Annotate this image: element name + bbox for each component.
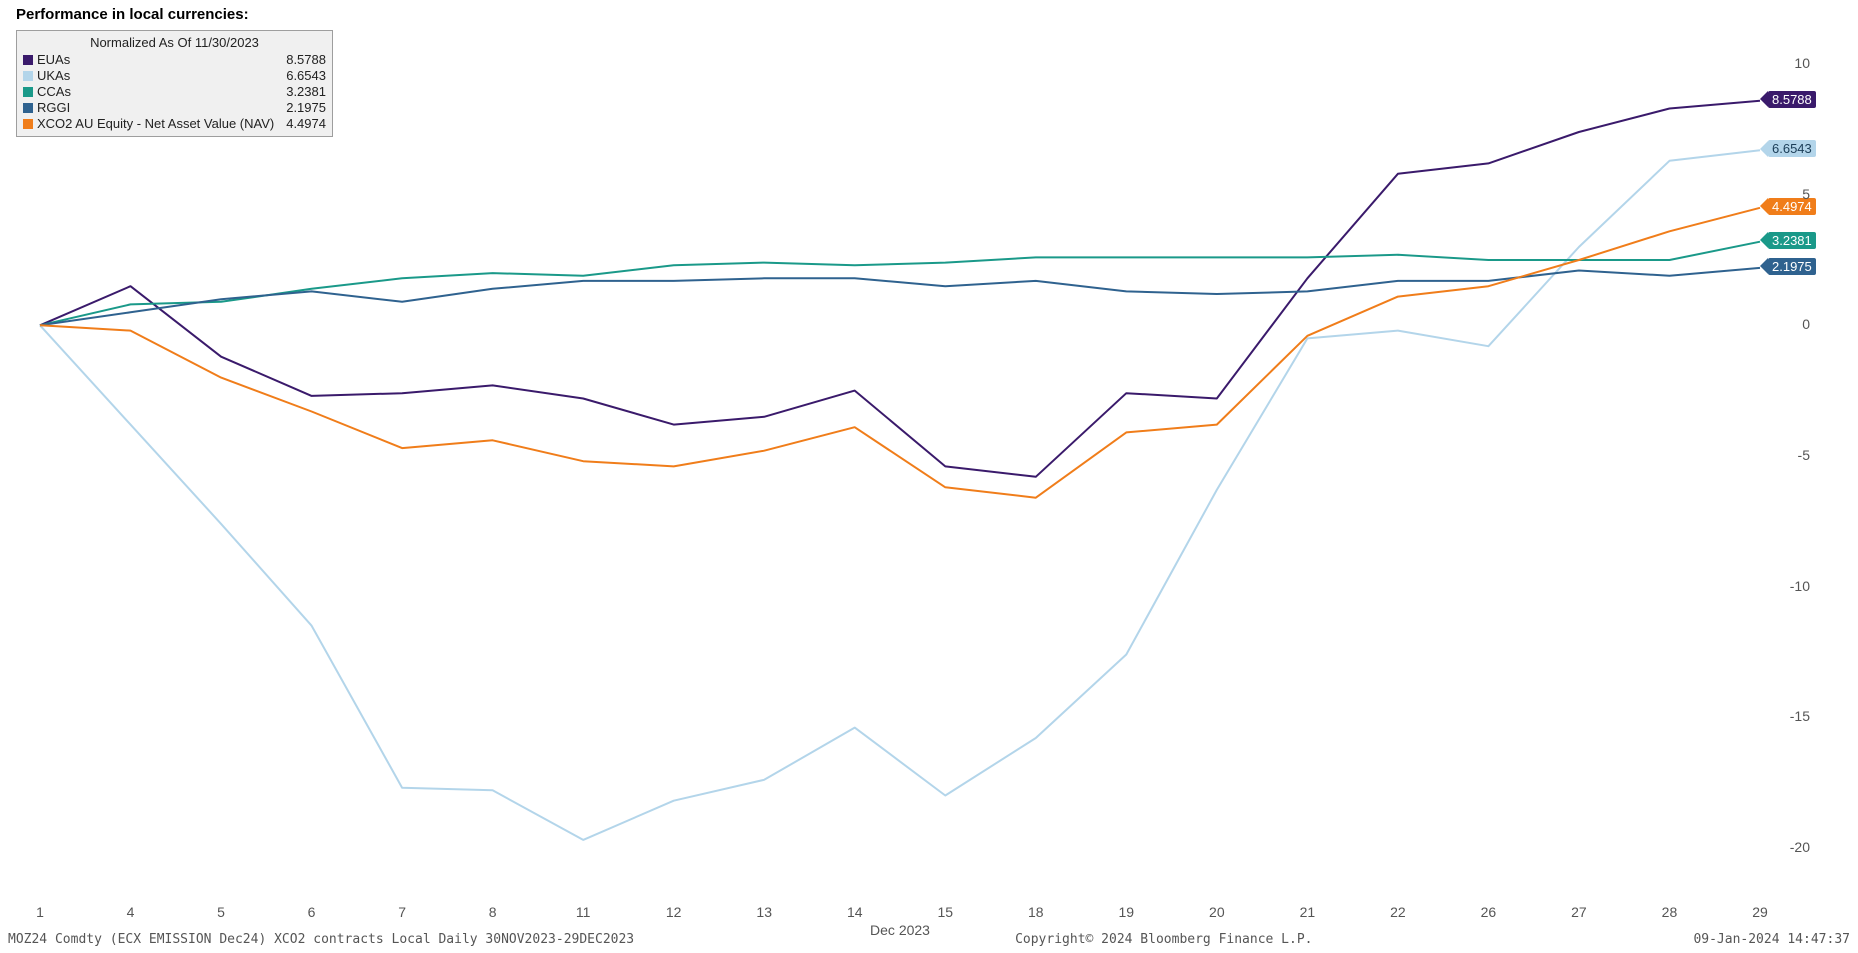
x-tick-label: 6 [308, 904, 316, 920]
y-tick-label: 5 [1770, 186, 1810, 202]
x-tick-label: 5 [217, 904, 225, 920]
y-tick-label: -5 [1770, 447, 1810, 463]
line-chart [0, 0, 1858, 953]
y-tick-label: -20 [1770, 839, 1810, 855]
y-tick-label: -10 [1770, 578, 1810, 594]
x-tick-label: 1 [36, 904, 44, 920]
y-tick-label: -15 [1770, 708, 1810, 724]
x-tick-label: 8 [489, 904, 497, 920]
series-end-badge: 2.1975 [1768, 258, 1816, 275]
series-line [40, 242, 1760, 326]
series-end-badge: 3.2381 [1768, 232, 1816, 249]
x-tick-label: 7 [398, 904, 406, 920]
x-tick-label: 22 [1390, 904, 1406, 920]
x-tick-label: 15 [937, 904, 953, 920]
x-tick-label: 26 [1481, 904, 1497, 920]
footer: MOZ24 Comdty (ECX EMISSION Dec24) XCO2 c… [8, 932, 1850, 947]
series-line [40, 268, 1760, 325]
series-line [40, 150, 1760, 840]
x-tick-label: 27 [1571, 904, 1587, 920]
x-tick-label: 4 [127, 904, 135, 920]
x-tick-label: 28 [1662, 904, 1678, 920]
footer-left: MOZ24 Comdty (ECX EMISSION Dec24) XCO2 c… [8, 932, 634, 947]
y-tick-label: 10 [1770, 55, 1810, 71]
x-tick-label: 19 [1119, 904, 1135, 920]
series-line [40, 208, 1760, 498]
footer-center: Copyright© 2024 Bloomberg Finance L.P. [1015, 932, 1312, 947]
series-end-badge: 6.6543 [1768, 140, 1816, 157]
x-tick-label: 20 [1209, 904, 1225, 920]
x-tick-label: 11 [576, 904, 591, 920]
x-tick-label: 13 [756, 904, 772, 920]
y-tick-label: 0 [1770, 316, 1810, 332]
x-tick-label: 21 [1300, 904, 1316, 920]
x-tick-label: 14 [847, 904, 863, 920]
x-tick-label: 18 [1028, 904, 1044, 920]
x-tick-label: 12 [666, 904, 682, 920]
series-line [40, 101, 1760, 477]
series-end-badge: 8.5788 [1768, 91, 1816, 108]
footer-right: 09-Jan-2024 14:47:37 [1693, 932, 1850, 947]
x-tick-label: 29 [1752, 904, 1768, 920]
